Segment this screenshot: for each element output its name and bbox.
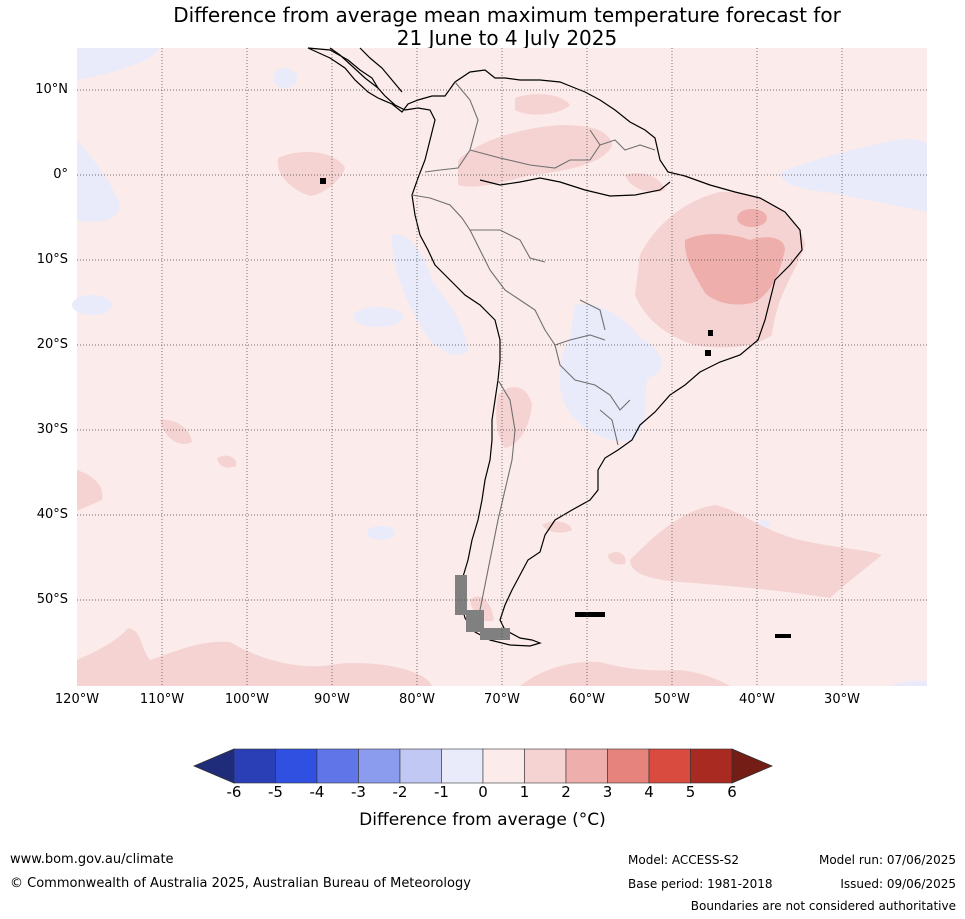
islands [320, 178, 791, 638]
colorbar-cell [565, 748, 608, 784]
central-america-coastline [329, 47, 403, 93]
warm-area-small-1 [625, 173, 665, 193]
colorbar-tick-label: -5 [268, 783, 283, 801]
colorbar-cell [275, 748, 318, 784]
footer-website: www.bom.gov.au/climate [10, 852, 174, 867]
patagonian-fjords [455, 575, 510, 640]
cool-area-w-equator [77, 140, 120, 222]
colorbar-cell [358, 748, 401, 784]
cool-area-se-corner [890, 680, 927, 686]
cool-anomaly-areas [72, 48, 927, 686]
lat-label-0: 0° [53, 167, 68, 182]
lat-label-20s: 20°S [36, 337, 68, 352]
warm-area-s-patagonia [470, 596, 494, 622]
cool-area-small-4 [367, 526, 395, 540]
lat-label-10n: 10°N [35, 82, 68, 97]
colorbar-tick-label: 1 [519, 783, 530, 801]
colorbar-cell [399, 748, 442, 784]
colorbar-cell [441, 748, 484, 784]
warm-area-se-ocean [520, 661, 730, 686]
lon-label-110w: 110°W [139, 692, 185, 707]
title-line-1: Difference from average mean maximum tem… [173, 3, 841, 27]
warm-area-amazon-north [458, 125, 612, 187]
title-line-2: 21 June to 4 July 2025 [396, 26, 618, 50]
footer-copyright: © Commonwealth of Australia 2025, Austra… [10, 876, 471, 891]
colorbar-tick-label: 6 [727, 783, 737, 801]
lat-label-10s: 10°S [36, 252, 68, 267]
colorbar-cell [648, 748, 691, 784]
warm-area-west-edge [77, 470, 103, 510]
footer-issued: Issued: 09/06/2025 [840, 877, 956, 891]
colorbar-tick-label: 4 [644, 783, 654, 801]
cool-area-bolivia-paraguay [559, 304, 662, 441]
colorbar-high-arrow [731, 748, 774, 784]
colorbar-tick-label: -4 [309, 783, 325, 801]
colorbar-tick-label: -3 [351, 783, 366, 801]
colorbar-tick-label: 3 [602, 783, 613, 801]
cool-area-atlantic-e [781, 139, 927, 212]
footer-model: Model: ACCESS-S2 [628, 853, 740, 867]
colorbar-cell [607, 748, 650, 784]
warm-area-sw-ocean [77, 628, 432, 686]
colorbar-cell [233, 748, 276, 784]
cool-area-small-3 [353, 307, 403, 327]
colorbar-cell [316, 748, 359, 784]
warm-area-argentina [496, 387, 532, 448]
warm-area-venezuela [515, 94, 570, 115]
lon-label-80w: 80°W [399, 692, 435, 707]
colorbar-tick-label: -6 [226, 783, 242, 801]
lon-label-100w: 100°W [224, 692, 270, 707]
colorbar-tick-label: 5 [685, 783, 696, 801]
lon-label-60w: 60°W [569, 692, 605, 707]
colorbar-cell [524, 748, 567, 784]
lon-label-40w: 40°W [739, 692, 775, 707]
warm-area-small-3 [608, 552, 626, 565]
colorbar [192, 748, 774, 784]
lon-label-30w: 30°W [824, 692, 860, 707]
colorbar-cell [690, 748, 733, 784]
warm-area-equator-pacific [277, 152, 345, 196]
south-america-coastline [307, 47, 803, 647]
amazon-river [479, 177, 671, 197]
colorbar-tick-label: -1 [434, 783, 449, 801]
lat-label-50s: 50°S [36, 592, 68, 607]
lat-label-40s: 40°S [36, 507, 68, 522]
cool-area-small-1 [72, 295, 112, 315]
warm-area-small-5 [217, 455, 237, 468]
footer-base-period: Base period: 1981-2018 [628, 877, 773, 891]
footer-disclaimer: Boundaries are not considered authoritat… [690, 899, 956, 913]
cool-area-peru-coast [391, 234, 468, 355]
country-borders [411, 81, 656, 611]
lon-label-120w: 120°W [54, 692, 100, 707]
colorbar-tick-label: -2 [392, 783, 408, 801]
colorbar-tick-label: 2 [561, 783, 571, 801]
lon-label-50w: 50°W [654, 692, 690, 707]
strong-warm-area-brazil [684, 234, 785, 305]
colorbar-cell [482, 748, 525, 784]
colorbar-tick-label: 0 [478, 783, 488, 801]
grid-lines [77, 48, 927, 686]
lon-label-90w: 90°W [314, 692, 350, 707]
cool-area-nw [77, 48, 160, 80]
map-title: Difference from average mean maximum tem… [0, 4, 965, 50]
colorbar-cells [233, 748, 733, 784]
strong-warm-anomaly-areas [684, 209, 785, 305]
cool-area-small-2 [273, 68, 297, 88]
colorbar-title: Difference from average (°C) [359, 810, 606, 830]
warm-area-small-4 [160, 419, 192, 444]
lon-label-70w: 70°W [484, 692, 520, 707]
strong-warm-area-small [737, 209, 767, 227]
colorbar-low-arrow [192, 748, 235, 784]
footer-model-run: Model run: 07/06/2025 [818, 853, 956, 867]
warm-area-small-2 [542, 521, 572, 533]
lat-label-30s: 30°S [36, 422, 68, 437]
warm-area-south-atlantic [630, 505, 882, 598]
